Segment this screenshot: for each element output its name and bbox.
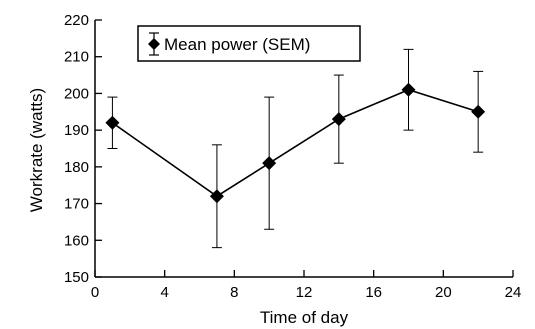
x-axis-title: Time of day bbox=[260, 308, 349, 327]
y-tick-label: 150 bbox=[64, 269, 89, 286]
data-point-diamond bbox=[262, 156, 277, 171]
data-point-diamond bbox=[209, 189, 224, 204]
x-tick-label: 0 bbox=[91, 284, 99, 301]
x-tick-label: 24 bbox=[505, 284, 522, 301]
legend: Mean power (SEM) bbox=[137, 25, 361, 62]
legend-diamond-marker bbox=[148, 38, 160, 50]
y-tick-label: 170 bbox=[64, 196, 89, 213]
plot-area: 150 160 170 180 190 200 210 220 0 4 8 12 16 20 24 bbox=[64, 12, 521, 301]
y-tick-label: 190 bbox=[64, 122, 89, 139]
series-line bbox=[111, 88, 479, 198]
y-tick-label: 210 bbox=[64, 49, 89, 66]
y-ticks: 150 160 170 180 190 200 210 220 bbox=[64, 12, 102, 286]
data-point-diamond bbox=[471, 104, 486, 119]
markers bbox=[105, 82, 486, 204]
y-tick-label: 180 bbox=[64, 159, 89, 176]
legend-box bbox=[137, 25, 361, 62]
x-tick-label: 8 bbox=[230, 284, 238, 301]
data-point-diamond bbox=[401, 82, 416, 97]
x-tick-label: 12 bbox=[296, 284, 313, 301]
y-tick-label: 220 bbox=[64, 12, 89, 29]
y-tick-label: 200 bbox=[64, 85, 89, 102]
error-bars bbox=[107, 48, 484, 249]
y-axis-title: Workrate (watts) bbox=[27, 88, 46, 212]
x-tick-label: 16 bbox=[365, 284, 382, 301]
data-point-diamond bbox=[105, 115, 120, 130]
x-tick-label: 20 bbox=[435, 284, 452, 301]
x-ticks: 0 4 8 12 16 20 24 bbox=[91, 270, 522, 301]
y-tick-label: 160 bbox=[64, 232, 89, 249]
data-point-diamond bbox=[331, 112, 346, 127]
legend-label: Mean power (SEM) bbox=[164, 35, 310, 54]
x-tick-label: 4 bbox=[160, 284, 168, 301]
